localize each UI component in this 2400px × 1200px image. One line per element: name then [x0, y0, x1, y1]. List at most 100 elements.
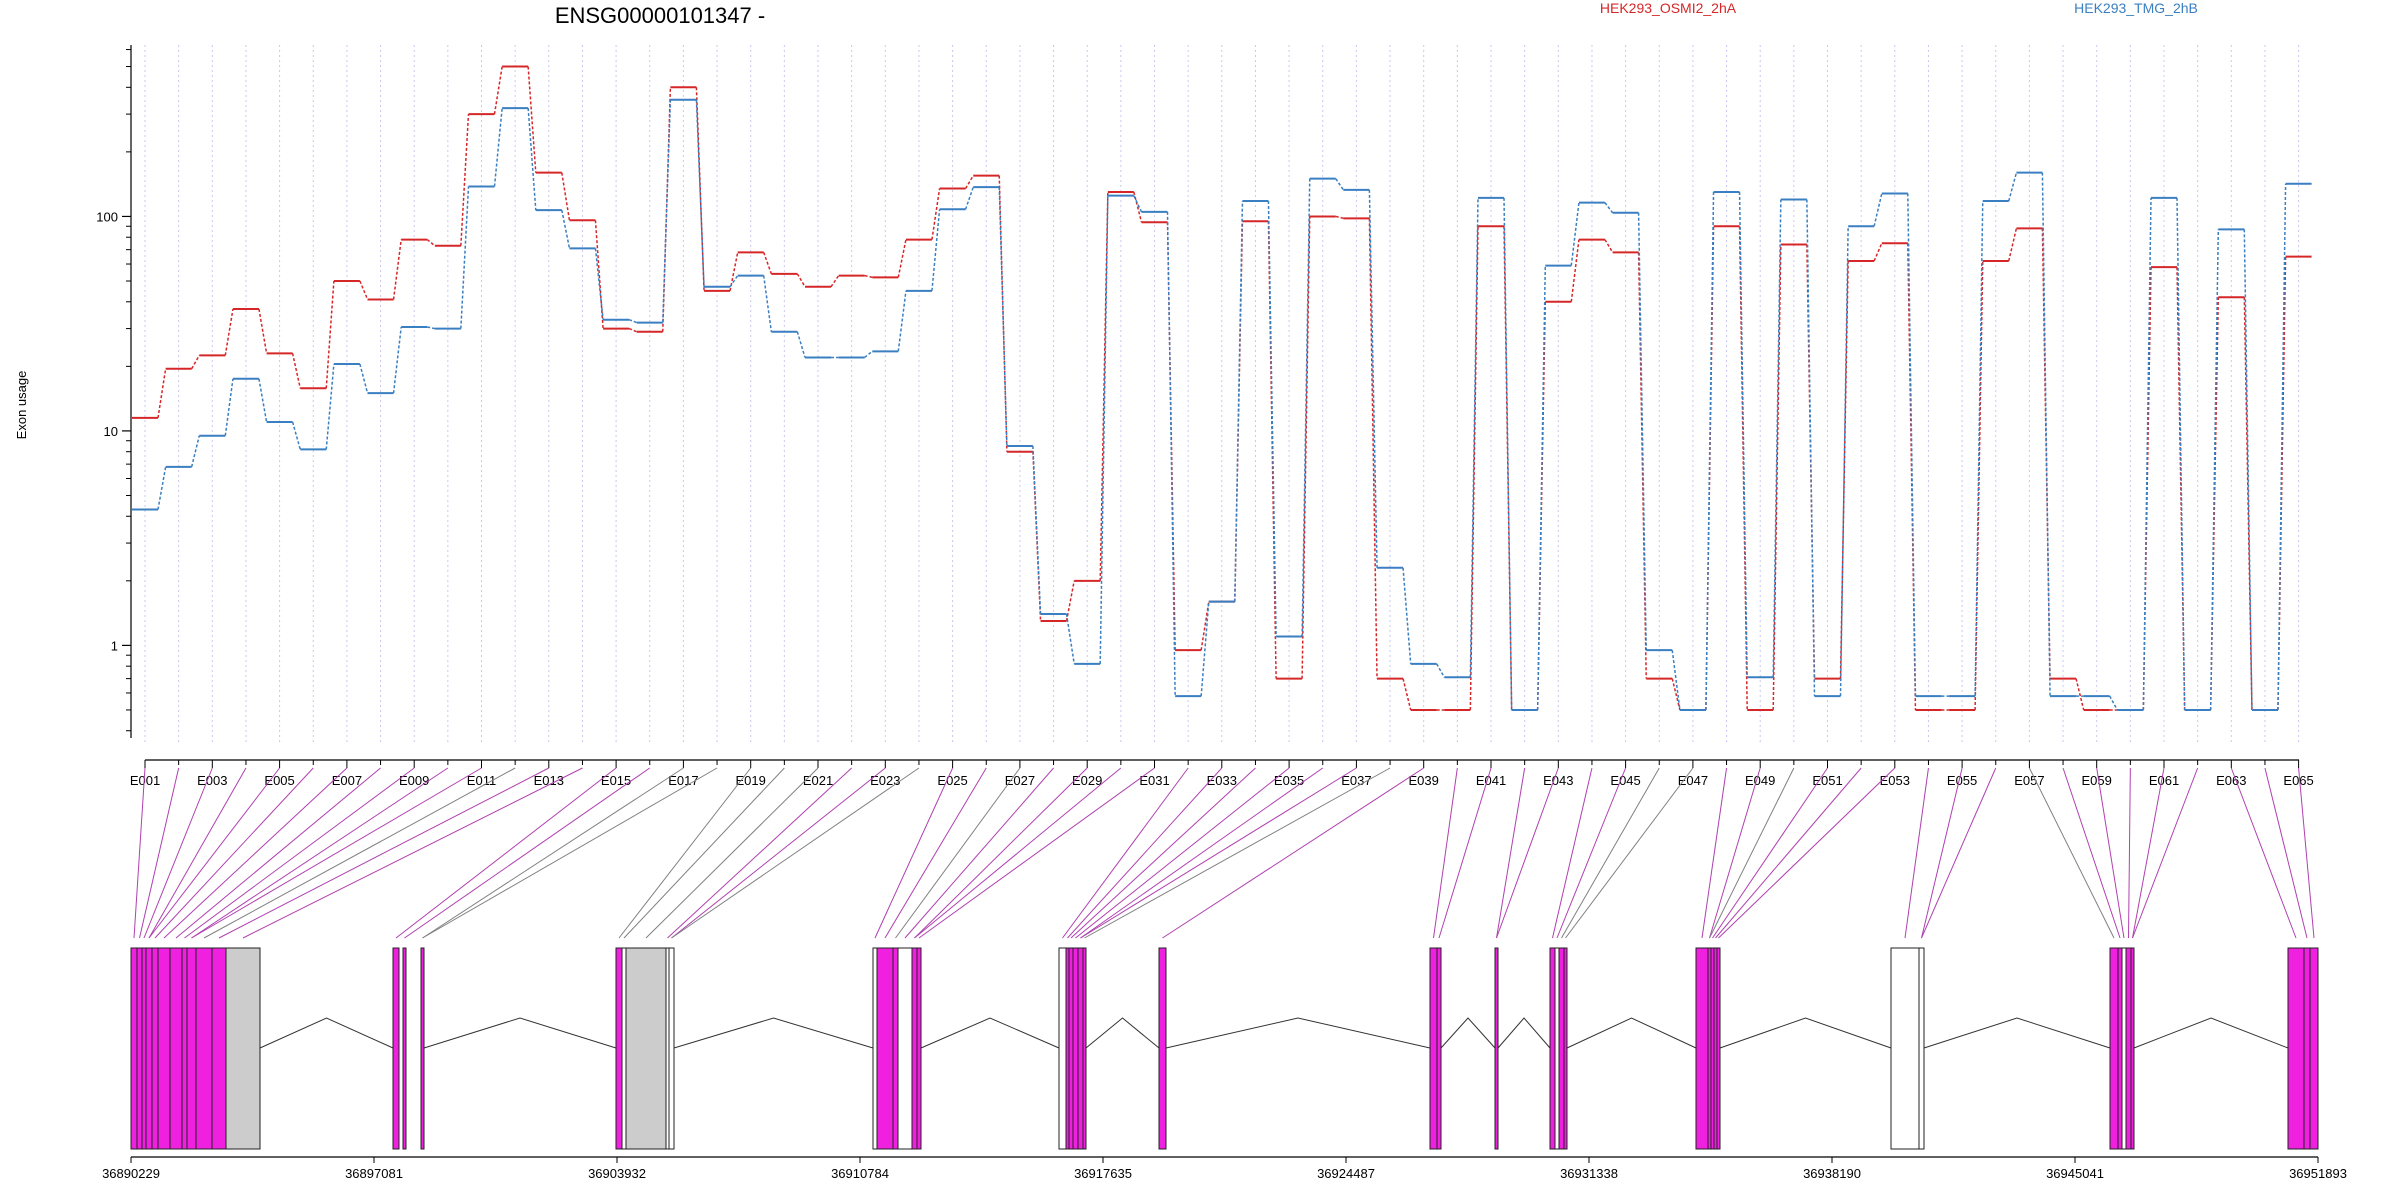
x-tick-label: E037	[1341, 773, 1371, 788]
x-tick-label: E041	[1476, 773, 1506, 788]
series-connector	[1065, 580, 1075, 622]
series-connector	[1604, 202, 1614, 214]
exon-box	[876, 947, 894, 1150]
exon-box	[2303, 947, 2311, 1150]
exon-connector	[422, 767, 718, 939]
exon-connector	[1067, 767, 1223, 939]
series-connector	[762, 252, 773, 275]
exon-box	[186, 947, 197, 1150]
series-connector	[964, 175, 974, 189]
series-connector	[427, 326, 435, 330]
y-tick-label: 1	[111, 638, 118, 653]
series-connector	[561, 172, 571, 221]
exon-connector	[154, 767, 314, 939]
exon-box	[225, 947, 261, 1150]
exon-connector	[1904, 767, 1929, 939]
exon-connector	[404, 767, 651, 939]
series-connector	[594, 220, 604, 329]
exon-box	[892, 947, 899, 1150]
exon-box	[1158, 947, 1167, 1150]
y-axis-ticks: 1 10 100	[96, 49, 131, 732]
genomic-tick-label: 36917635	[1074, 1166, 1132, 1181]
exon-box	[130, 947, 138, 1150]
genomic-tick-label: 36924487	[1317, 1166, 1375, 1181]
exon-connector	[1556, 767, 1627, 939]
exon-connector	[1496, 767, 1559, 939]
exon-box	[2109, 947, 2119, 1150]
exon-box	[1549, 947, 1556, 1150]
exon-connector	[1080, 767, 1324, 939]
exon-connector	[1080, 767, 1357, 939]
series-connector	[695, 99, 705, 287]
series-connector	[2243, 297, 2253, 710]
exon-box	[157, 947, 171, 1150]
series-connector	[1806, 199, 1816, 697]
exon-box	[1716, 947, 1721, 1150]
series-connector	[460, 186, 470, 329]
chart-title: ENSG00000101347 -	[555, 3, 765, 28]
series-osmi2	[132, 65, 2312, 711]
exon-box	[1554, 947, 1560, 1150]
exon-connector	[895, 767, 1021, 939]
exon-connector	[163, 767, 348, 939]
y-axis-label: Exon usage	[14, 371, 29, 440]
exon-box	[1918, 947, 1925, 1150]
x-tick-label: E033	[1207, 773, 1237, 788]
x-tick-label: E023	[870, 773, 900, 788]
series-connector	[1671, 678, 1681, 711]
series-connector	[796, 273, 806, 288]
exon-box	[211, 947, 227, 1150]
exon-connector	[2264, 767, 2308, 939]
genomic-tick-label: 36897081	[345, 1166, 403, 1181]
series-connector	[695, 87, 705, 291]
series-connector	[224, 308, 234, 356]
genomic-tick-label: 36931338	[1560, 1166, 1618, 1181]
series-connector	[493, 108, 503, 187]
x-tick-label: E053	[1880, 773, 1910, 788]
series-connector	[1436, 663, 1446, 678]
series-connector	[897, 290, 907, 352]
exon-connector	[1712, 767, 1828, 939]
exon-box	[668, 947, 675, 1150]
series-connector	[1536, 265, 1547, 710]
series-connector	[1570, 202, 1580, 266]
series-connector	[864, 350, 873, 359]
exon-box	[181, 947, 188, 1150]
series-connector	[897, 239, 907, 278]
exon-connector	[242, 767, 583, 939]
series-connector	[325, 280, 335, 389]
exon-connector	[645, 767, 819, 939]
x-tick-label: E035	[1274, 773, 1304, 788]
series-connector	[1368, 189, 1378, 568]
series-connector	[1301, 216, 1311, 679]
series-connector	[1368, 218, 1378, 679]
x-tick-label: E039	[1409, 773, 1439, 788]
x-tick-label: E029	[1072, 773, 1102, 788]
genomic-tick-label: 36890229	[102, 1166, 160, 1181]
exon-box	[420, 947, 425, 1150]
exon-box	[1558, 947, 1565, 1150]
x-tick-label: E031	[1139, 773, 1169, 788]
intron-lines	[259, 1017, 2289, 1049]
series-connector	[628, 327, 638, 333]
exon-box	[1072, 947, 1079, 1150]
exon-connector	[2128, 767, 2131, 939]
exon-connector	[175, 767, 381, 939]
exon-box	[195, 947, 213, 1150]
series-connector	[157, 466, 167, 510]
series-connector	[594, 248, 604, 320]
x-tick-label: E009	[399, 773, 429, 788]
series-connector	[662, 99, 672, 323]
exon-connector	[1496, 767, 1526, 939]
exon-connector	[203, 767, 516, 939]
x-tick-label: E015	[601, 773, 631, 788]
series-connector	[1402, 567, 1412, 664]
exon-gridlines	[144, 45, 2300, 742]
exon-connector	[1701, 767, 1728, 939]
genomic-tick-label: 36951893	[2289, 1166, 2347, 1181]
x-tick-label: E059	[2082, 773, 2112, 788]
x-tick-label: E021	[803, 773, 833, 788]
series-connector	[392, 239, 402, 300]
exon-box	[141, 947, 147, 1150]
exon-box	[2309, 947, 2319, 1150]
